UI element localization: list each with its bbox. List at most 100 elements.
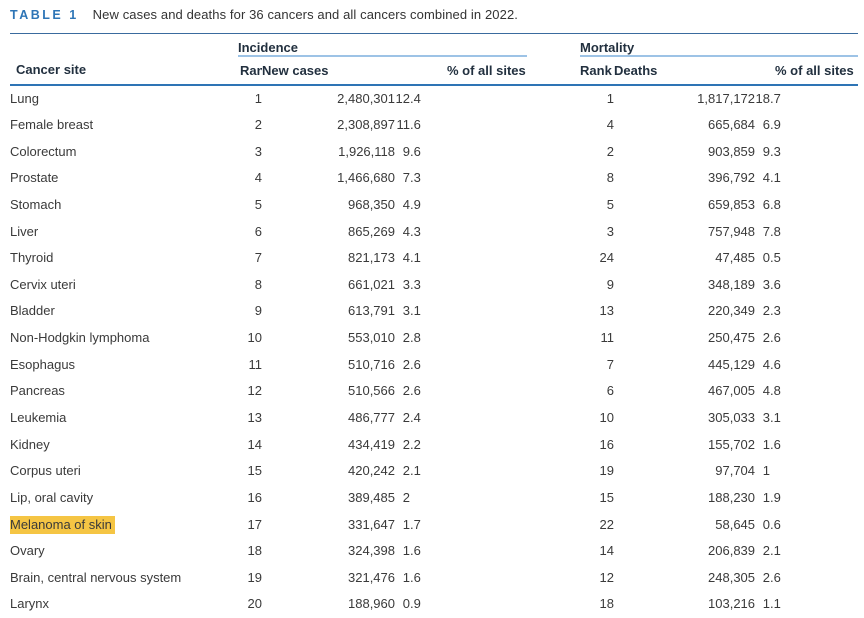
cell-incidence-pct: 2 — [395, 484, 527, 511]
cell-mortality-rank: 18 — [599, 596, 615, 612]
cell-gap — [527, 111, 580, 138]
table-row: Lip, oral cavity 16 389,485 2 15 188,230 1.9 — [10, 484, 858, 511]
pct-frac: .6 — [770, 356, 781, 372]
cell-new-cases: 968,350 — [348, 196, 395, 212]
table-row: Female breast 2 2,308,897 11.6 4 665,684 6.9 — [10, 111, 858, 138]
cell-mortality-rank: 12 — [599, 569, 615, 585]
cell-cancer-site: Liver — [10, 218, 238, 245]
cell-deaths: 248,305 — [708, 569, 756, 585]
pct-frac: .6 — [410, 543, 421, 559]
cell-cancer-site: Female breast — [10, 111, 238, 138]
pct-int: 2 — [402, 489, 410, 505]
cell-gap — [527, 85, 580, 112]
cell-incidence-pct: 2.4 — [395, 404, 527, 431]
cell-gap — [527, 218, 580, 245]
pct-int: 1 — [402, 543, 410, 559]
cell-cancer-site: Cervix uteri — [10, 271, 238, 298]
cell-deaths: 348,189 — [708, 276, 756, 292]
cell-mortality-pct: 2.6 — [755, 324, 858, 351]
pct-int: 1 — [762, 596, 771, 612]
pct-int: 3 — [402, 276, 410, 292]
pct-int: 2 — [762, 303, 771, 319]
pct-int: 2 — [402, 410, 410, 425]
pct-int: 2 — [402, 436, 410, 452]
table-caption: TABLE 1 New cases and deaths for 36 canc… — [10, 7, 518, 22]
pct-int: 7 — [762, 223, 771, 239]
cell-new-cases: 821,173 — [348, 250, 395, 266]
cell-incidence-pct: 2.1 — [395, 457, 527, 484]
cell-cancer-site: Kidney — [10, 431, 238, 458]
cell-incidence-rank: 3 — [254, 143, 262, 159]
cell-cancer-site: Pancreas — [10, 378, 238, 405]
cell-gap — [527, 138, 580, 165]
cell-gap — [527, 191, 580, 218]
cell-incidence-rank: 9 — [254, 303, 262, 319]
pct-int: 0 — [762, 250, 771, 266]
col-header-mortality-pct: % of all sites — [755, 55, 859, 86]
pct-int: 2 — [402, 356, 410, 372]
cell-gap — [527, 431, 580, 458]
cell-mortality-rank: 14 — [599, 543, 615, 559]
group-header-row: Incidence Mortality — [10, 33, 859, 57]
cell-incidence-rank: 18 — [247, 543, 262, 559]
table-row: Ovary 18 324,398 1.6 14 206,839 2.1 — [10, 537, 858, 564]
cell-incidence-rank: 11 — [248, 356, 263, 372]
cell-incidence-rank: 19 — [247, 569, 262, 585]
cell-new-cases: 331,647 — [348, 516, 395, 532]
site-text: Stomach — [10, 196, 62, 212]
cell-incidence-pct: 2.6 — [395, 378, 527, 405]
cell-mortality-pct: 18.7 — [755, 85, 858, 112]
group-header-spacer — [10, 34, 238, 56]
cell-mortality-pct: 2.6 — [755, 564, 858, 591]
pct-int: 18 — [755, 90, 771, 106]
cell-incidence-rank: 14 — [247, 436, 262, 452]
cell-mortality-pct: 6.9 — [755, 111, 858, 138]
cell-mortality-pct: 3.1 — [755, 404, 858, 431]
pct-int: 7 — [402, 170, 410, 186]
cell-deaths: 903,859 — [708, 143, 756, 159]
cell-incidence-rank: 2 — [254, 116, 262, 132]
pct-int: 1 — [762, 463, 771, 479]
cell-gap — [527, 457, 580, 484]
pct-int: 9 — [762, 143, 771, 159]
pct-frac: .6 — [770, 516, 781, 532]
cell-cancer-site: Prostate — [10, 164, 238, 191]
pct-int: 4 — [762, 170, 771, 186]
table-row: Stomach 5 968,350 4.9 5 659,853 6.8 — [10, 191, 858, 218]
cell-cancer-site: Stomach — [10, 191, 238, 218]
table-caption-text: New cases and deaths for 36 cancers and … — [92, 7, 518, 22]
cell-gap — [527, 271, 580, 298]
cell-cancer-site: Corpus uteri — [10, 457, 238, 484]
pct-int: 1 — [402, 516, 410, 532]
pct-frac: .3 — [770, 143, 781, 159]
pct-frac: .6 — [410, 383, 421, 399]
cell-new-cases: 434,419 — [348, 436, 395, 452]
col-header-deaths: Deaths — [614, 55, 756, 86]
site-text: Corpus uteri — [10, 463, 81, 479]
cell-mortality-rank: 19 — [599, 463, 615, 479]
pct-int: 2 — [762, 330, 771, 346]
highlighted-site-text: Melanoma of skin — [10, 515, 115, 534]
col-header-cancer-site: Cancer site — [10, 55, 238, 86]
cell-deaths: 757,948 — [708, 223, 756, 239]
cell-mortality-rank: 2 — [606, 143, 615, 159]
pct-frac: .8 — [770, 223, 781, 239]
cell-incidence-rank: 20 — [247, 596, 262, 612]
cell-new-cases: 510,566 — [348, 383, 395, 399]
cell-new-cases: 1,466,680 — [337, 170, 395, 186]
pct-int: 4 — [762, 356, 771, 372]
cell-incidence-rank: 16 — [247, 489, 262, 505]
pct-frac: .9 — [770, 116, 781, 132]
pct-frac: .8 — [410, 330, 421, 346]
cell-incidence-rank: 1 — [254, 90, 262, 106]
table-caption-label: TABLE 1 — [10, 8, 79, 22]
cell-deaths: 1,817,172 — [697, 90, 756, 106]
cell-mortality-rank: 5 — [606, 196, 615, 212]
cell-mortality-pct: 0.5 — [755, 244, 858, 271]
pct-frac: .9 — [410, 596, 421, 612]
pct-frac: .4 — [410, 410, 421, 425]
cell-incidence-rank: 5 — [254, 196, 262, 212]
cell-gap — [527, 164, 580, 191]
cell-deaths: 103,216 — [708, 596, 756, 612]
cell-new-cases: 553,010 — [348, 330, 395, 346]
